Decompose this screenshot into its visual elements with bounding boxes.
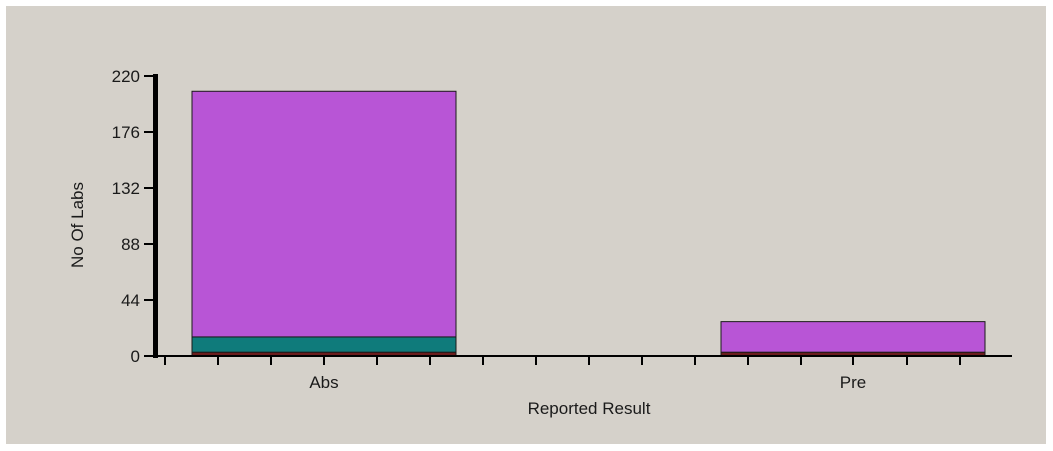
category-label-pre: Pre (840, 373, 866, 392)
bar-abs-segment-3 (191, 90, 457, 338)
y-tick-label: 44 (121, 291, 140, 310)
y-axis-line (153, 74, 158, 358)
bars-group (191, 90, 986, 357)
x-axis: Abs Pre (156, 355, 1012, 392)
bar-abs-segment-2 (191, 336, 457, 353)
chart-panel (6, 6, 1046, 444)
category-label-abs: Abs (309, 373, 338, 392)
bar-pre-segment-3 (720, 321, 986, 353)
x-axis-title: Reported Result (528, 399, 651, 418)
y-tick-label: 132 (112, 179, 140, 198)
y-axis-title: No Of Labs (68, 182, 87, 268)
y-axis: 0 44 88 132 176 220 (112, 67, 158, 366)
y-tick-label: 220 (112, 67, 140, 86)
y-tick-label: 0 (131, 347, 140, 366)
y-tick-label: 88 (121, 235, 140, 254)
y-tick-label: 176 (112, 123, 140, 142)
